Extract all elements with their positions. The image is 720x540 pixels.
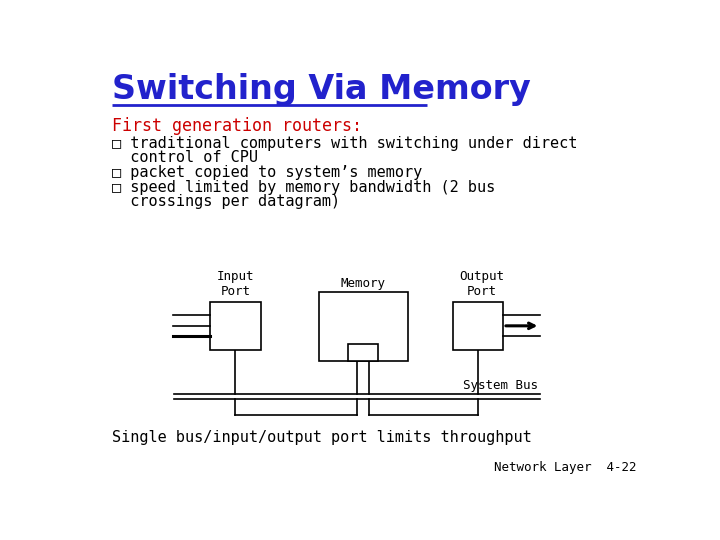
Text: System Bus: System Bus	[463, 379, 538, 392]
Text: □ speed limited by memory bandwidth (2 bus: □ speed limited by memory bandwidth (2 b…	[112, 180, 495, 195]
Text: Network Layer  4-22: Network Layer 4-22	[494, 462, 636, 475]
Text: crossings per datagram): crossings per datagram)	[112, 194, 340, 209]
Text: Memory: Memory	[341, 278, 386, 291]
Text: □ packet copied to system’s memory: □ packet copied to system’s memory	[112, 165, 422, 180]
Text: First generation routers:: First generation routers:	[112, 117, 361, 135]
Text: Output
Port: Output Port	[459, 270, 504, 298]
Bar	[210, 302, 261, 350]
Bar	[348, 345, 378, 361]
Text: Input
Port: Input Port	[217, 270, 254, 298]
Text: Single bus/input/output port limits throughput: Single bus/input/output port limits thro…	[112, 430, 531, 445]
Text: □ traditional computers with switching under direct: □ traditional computers with switching u…	[112, 137, 577, 151]
Text: control of CPU: control of CPU	[112, 150, 258, 165]
Bar	[453, 302, 503, 350]
Bar	[319, 292, 408, 361]
Text: Switching Via Memory: Switching Via Memory	[112, 72, 531, 105]
